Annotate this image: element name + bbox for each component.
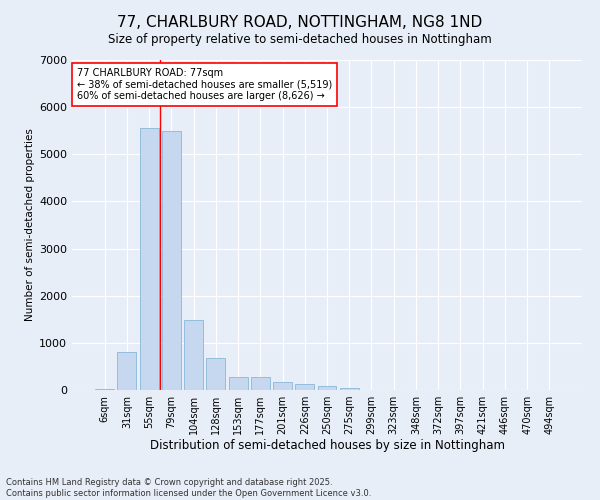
Bar	[229, 377, 248, 390]
Bar	[184, 320, 203, 390]
Text: Contains HM Land Registry data © Crown copyright and database right 2025.
Contai: Contains HM Land Registry data © Crown c…	[6, 478, 371, 498]
Bar	[140, 128, 158, 390]
Bar	[206, 358, 225, 390]
Bar	[95, 388, 114, 390]
Text: Size of property relative to semi-detached houses in Nottingham: Size of property relative to semi-detach…	[108, 32, 492, 46]
Bar	[251, 378, 270, 390]
Bar	[295, 384, 314, 390]
Bar	[340, 388, 359, 390]
Bar	[162, 130, 181, 390]
Bar	[317, 386, 337, 390]
Text: 77, CHARLBURY ROAD, NOTTINGHAM, NG8 1ND: 77, CHARLBURY ROAD, NOTTINGHAM, NG8 1ND	[118, 15, 482, 30]
Text: 77 CHARLBURY ROAD: 77sqm
← 38% of semi-detached houses are smaller (5,519)
60% o: 77 CHARLBURY ROAD: 77sqm ← 38% of semi-d…	[77, 68, 332, 102]
Bar	[273, 382, 292, 390]
X-axis label: Distribution of semi-detached houses by size in Nottingham: Distribution of semi-detached houses by …	[149, 438, 505, 452]
Y-axis label: Number of semi-detached properties: Number of semi-detached properties	[25, 128, 35, 322]
Bar	[118, 352, 136, 390]
